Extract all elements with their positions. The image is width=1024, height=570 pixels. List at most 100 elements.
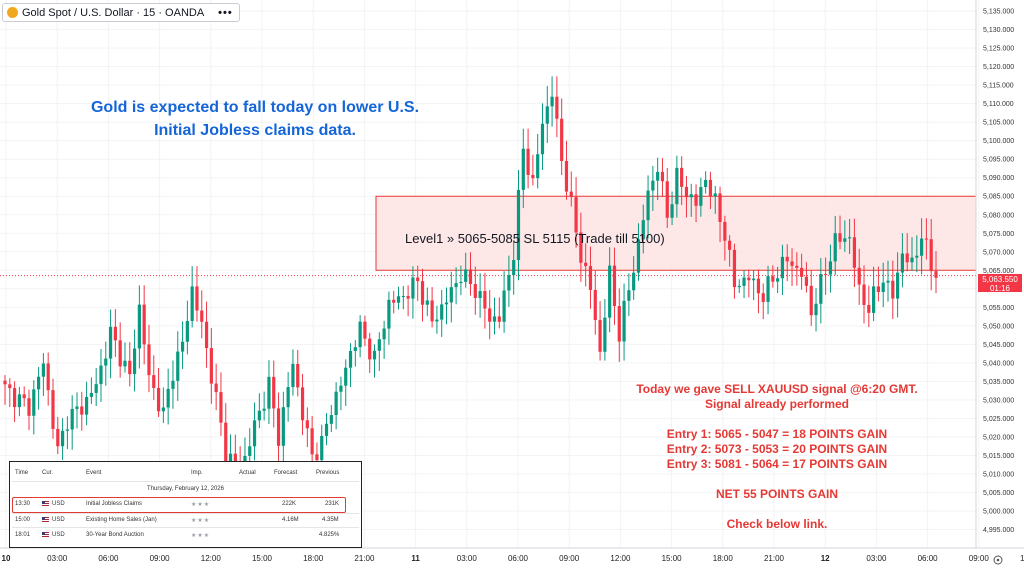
gold-coin-icon [7,7,18,18]
calendar-row[interactable]: 15:00 USD Existing Home Sales (Jan) ★★★ … [10,515,361,525]
zone-label: Level1 » 5065-5085 SL 5115 (Trade till 5… [405,231,665,246]
candle-body [166,388,170,408]
symbol-header[interactable]: Gold Spot / U.S. Dollar · 15 · OANDA ••• [2,3,240,22]
candle-body [900,253,905,273]
event-time: 18:01 [15,532,31,538]
importance-stars: ★★★ [191,518,211,524]
candle-body [252,420,257,447]
candle-body [449,287,453,303]
settings-icon[interactable] [993,555,1003,565]
candle-body [483,291,487,309]
candle-body [329,415,333,424]
calendar-date: Thursday, February 12, 2026 [147,486,224,492]
candle-body [588,266,593,290]
candle-body [857,267,861,285]
candle-body [713,193,717,197]
candle-body [353,347,357,351]
candle-body [315,454,319,461]
candle-body [84,396,89,415]
candle-body [32,389,36,416]
candle-body [579,232,583,263]
candle-body [512,259,516,276]
candle-body [22,394,26,399]
candle-body [339,385,343,392]
candle-body [142,304,146,345]
candle-body [814,303,818,316]
currency-code: USD [52,501,65,508]
candle-body [219,392,223,423]
col-importance: Imp. [191,470,203,476]
us-flag-icon [42,501,49,506]
headline-note: Gold is expected to fall today on lower … [40,96,470,142]
event-currency: USD [42,532,65,538]
candle-body [785,256,789,262]
candle-body [440,304,444,320]
candle-body [348,350,353,368]
candle-body [56,428,60,447]
candle-body [876,286,881,292]
candle-body [752,278,756,281]
candle-body [459,281,463,284]
candle-body [171,380,175,389]
candle-body [795,265,799,268]
candle-body [444,302,449,305]
bar-countdown: 01:16 [989,284,1011,293]
candle-body [161,407,165,412]
candle-body [406,296,410,299]
candle-body [732,249,737,288]
candle-body [420,281,425,305]
candle-body [281,407,285,446]
candle-body [540,123,545,155]
us-flag-icon [42,517,49,522]
candle-body [425,300,429,305]
candle-body [833,233,837,262]
more-dots-icon[interactable]: ••• [218,6,233,19]
time-tick-label: 03:00 [457,554,478,563]
candle-body [137,304,141,349]
candle-body [12,388,17,408]
candle-body [550,96,554,107]
candle-body [699,187,703,206]
candle-body [8,384,12,389]
candle-body [497,316,501,322]
calendar-row[interactable]: 18:01 USD 30-Year Bond Auction ★★★ 4.825… [10,530,361,540]
candle-body [617,306,621,342]
economic-calendar: Time Cur. Event Imp. Actual Forecast Pre… [9,461,362,548]
sell-zone [0,195,976,277]
price-tick-label: 5,125.000 [983,46,1014,53]
candle-body [41,363,45,377]
price-axis: 4,995.000 5,000.000 5,005.000 5,010.000 5,01… [983,9,1014,534]
candle-body [761,293,765,302]
time-tick-label: 15:00 [662,554,683,563]
candle-body [372,350,377,360]
candle-body [368,338,372,360]
candle-body [128,360,132,375]
candle-body [396,296,401,303]
col-currency: Cur. [42,470,54,476]
event-currency: USD [42,501,65,507]
candle-body [608,265,612,318]
candle-body [632,272,636,291]
candle-body [416,277,420,282]
col-event: Event [86,470,102,476]
event-time: 13:30 [15,501,31,507]
col-actual: Actual [239,470,256,476]
price-tick-label: 5,100.000 [983,138,1014,145]
price-tick-label: 5,095.000 [983,157,1014,164]
highlighted-event [12,497,346,513]
candle-body [233,453,237,465]
time-tick-label: 12:00 [1020,554,1024,563]
price-tick-label: 5,020.000 [983,434,1014,441]
importance-stars: ★★★ [191,533,211,539]
candle-body [492,316,497,322]
candle-body [176,351,180,381]
candle-body [680,167,684,187]
candle-body [473,284,477,298]
calendar-row[interactable]: 13:30 USD Initial Jobless Claims ★★★ 222… [10,499,361,509]
candle-body [708,179,713,197]
candle-body [200,310,204,322]
candle-body [17,394,21,408]
time-tick-label: 21:00 [354,554,375,563]
time-tick-label: 03:00 [866,554,887,563]
